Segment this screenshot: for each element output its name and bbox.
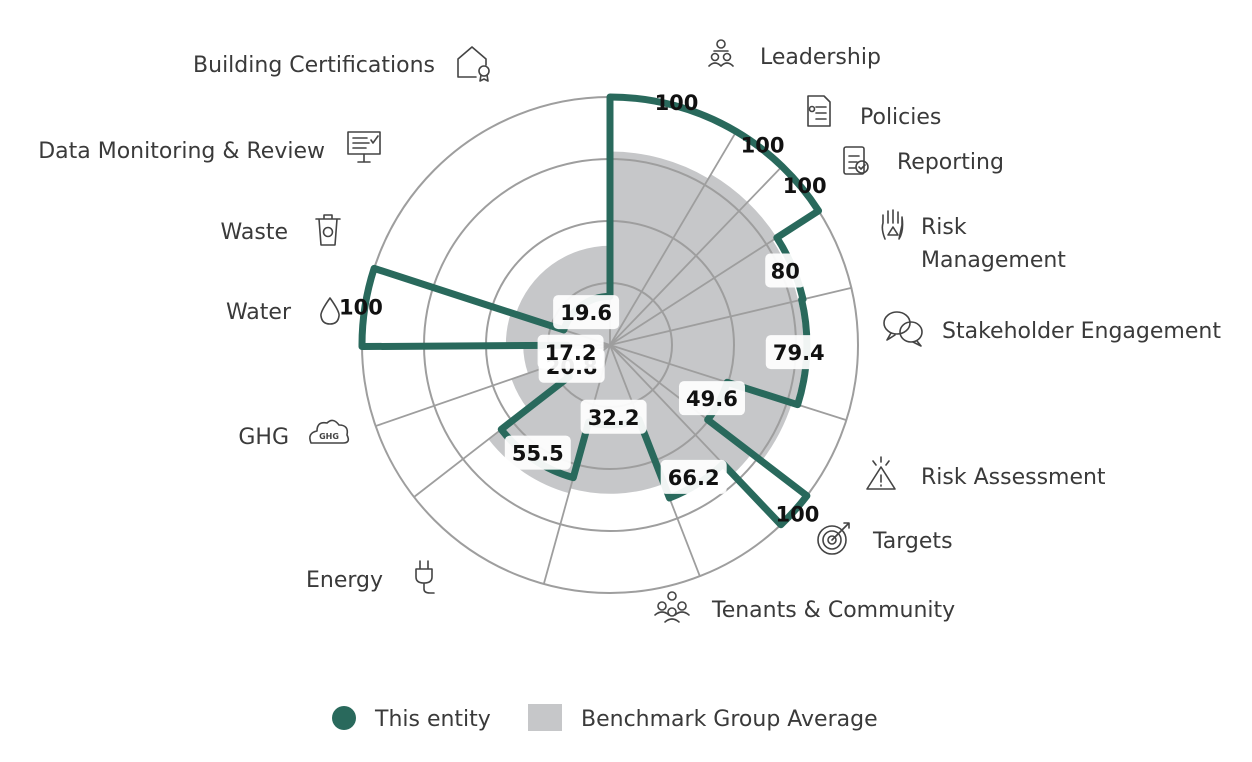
value-label: 79.4: [765, 335, 832, 370]
value-label-text: 80: [771, 259, 800, 283]
value-label-text: 32.2: [588, 406, 640, 430]
category-label: Water: [226, 297, 340, 325]
category-label-text: Risk: [921, 215, 967, 240]
value-label: 55.5: [504, 435, 571, 470]
value-label-box: [765, 253, 806, 288]
category-label: Risk Assessment: [866, 456, 1106, 490]
value-label-text: 100: [783, 174, 827, 198]
category-label: Stakeholder Engagement: [883, 311, 1221, 347]
grid-spoke: [609, 286, 852, 346]
value-label: 32.2: [580, 399, 647, 434]
energy-icon: [415, 560, 435, 594]
category-label: Risk Management: [881, 209, 1066, 273]
category-label: Targets: [817, 522, 953, 555]
value-label: 49.6: [678, 381, 745, 416]
value-label-box: [537, 334, 604, 369]
category-label: Tenants & Community: [654, 591, 955, 623]
value-label: 100: [783, 174, 827, 198]
category-label-text: Tenants & Community: [711, 598, 955, 623]
category-label-text: Risk Assessment: [921, 465, 1106, 490]
category-label: Energy: [306, 560, 435, 594]
risk-management-icon: [881, 209, 904, 240]
ghg-icon: GHG: [309, 419, 350, 444]
category-label: Building Certifications: [193, 46, 490, 82]
legend-entity-label: This entity: [374, 707, 491, 732]
category-label: GHG GHG: [238, 419, 350, 450]
category-label-text: GHG: [238, 425, 289, 450]
value-labels: 1001001008079.449.610066.232.255.520.817…: [339, 91, 832, 526]
water-icon: [320, 297, 340, 325]
value-label: 80: [765, 253, 806, 288]
waste-icon: [315, 214, 341, 246]
value-label: 66.2: [660, 459, 727, 494]
grid-spoke: [609, 165, 783, 346]
value-label-text: 19.6: [560, 301, 612, 325]
value-label-text: 55.5: [512, 442, 564, 466]
category-label-text: Stakeholder Engagement: [942, 319, 1221, 344]
legend-benchmark-label: Benchmark Group Average: [581, 707, 878, 732]
value-label-text: 66.2: [668, 466, 720, 490]
category-label-text: Building Certifications: [193, 53, 435, 78]
category-label: Leadership: [708, 39, 881, 70]
value-label-text: 79.4: [773, 341, 825, 365]
value-label: 19.6: [553, 295, 620, 330]
targets-icon: [817, 522, 850, 555]
category-label: Waste: [221, 214, 341, 246]
value-label-box: [504, 435, 571, 470]
risk-assessment-icon: [866, 456, 896, 490]
building-certifications-icon: [457, 46, 490, 82]
category-label: Data Monitoring & Review: [38, 131, 381, 164]
value-label: 100: [655, 91, 699, 115]
value-label: 100: [776, 502, 820, 526]
value-label: 17.2: [537, 334, 604, 369]
stakeholder-engagement-icon: [883, 311, 923, 347]
legend-entity-marker: [332, 706, 356, 730]
category-label-text: Data Monitoring & Review: [38, 139, 325, 164]
category-label: Policies: [807, 95, 941, 130]
category-label-text: Leadership: [760, 45, 881, 70]
value-label-box: [580, 399, 647, 434]
category-label-text: Management: [921, 248, 1066, 273]
category-label: Reporting: [843, 146, 1004, 175]
value-label-box: [553, 295, 620, 330]
svg-text:GHG: GHG: [319, 432, 339, 441]
category-label-text: Waste: [221, 220, 288, 245]
legend-benchmark-marker: [528, 704, 562, 731]
value-label-box: [765, 335, 832, 370]
leadership-icon: [708, 39, 734, 67]
value-label: 100: [741, 133, 785, 157]
tenants-community-icon: [654, 591, 690, 623]
value-label-text: 100: [741, 133, 785, 157]
category-label-text: Reporting: [897, 150, 1004, 175]
grid-spoke: [609, 131, 738, 346]
category-label-text: Targets: [872, 529, 953, 554]
value-label-text: 49.6: [686, 387, 738, 411]
value-label-box: [678, 381, 745, 416]
reporting-icon: [843, 146, 869, 175]
value-label-text: 100: [339, 295, 383, 319]
legend: This entity Benchmark Group Average: [332, 704, 878, 732]
category-label-text: Energy: [306, 568, 383, 593]
value-label: 100: [339, 295, 383, 319]
category-label-text: Policies: [860, 105, 941, 130]
value-label-box: [660, 459, 727, 494]
data-monitoring-icon: [347, 131, 381, 163]
policies-icon: [807, 95, 831, 127]
value-label-text: 17.2: [545, 341, 597, 365]
category-labels: Leadership Policies Reporting Risk Managemen…: [38, 39, 1221, 623]
value-label-text: 100: [655, 91, 699, 115]
category-label-text: Water: [226, 300, 292, 325]
value-label-text: 100: [776, 502, 820, 526]
